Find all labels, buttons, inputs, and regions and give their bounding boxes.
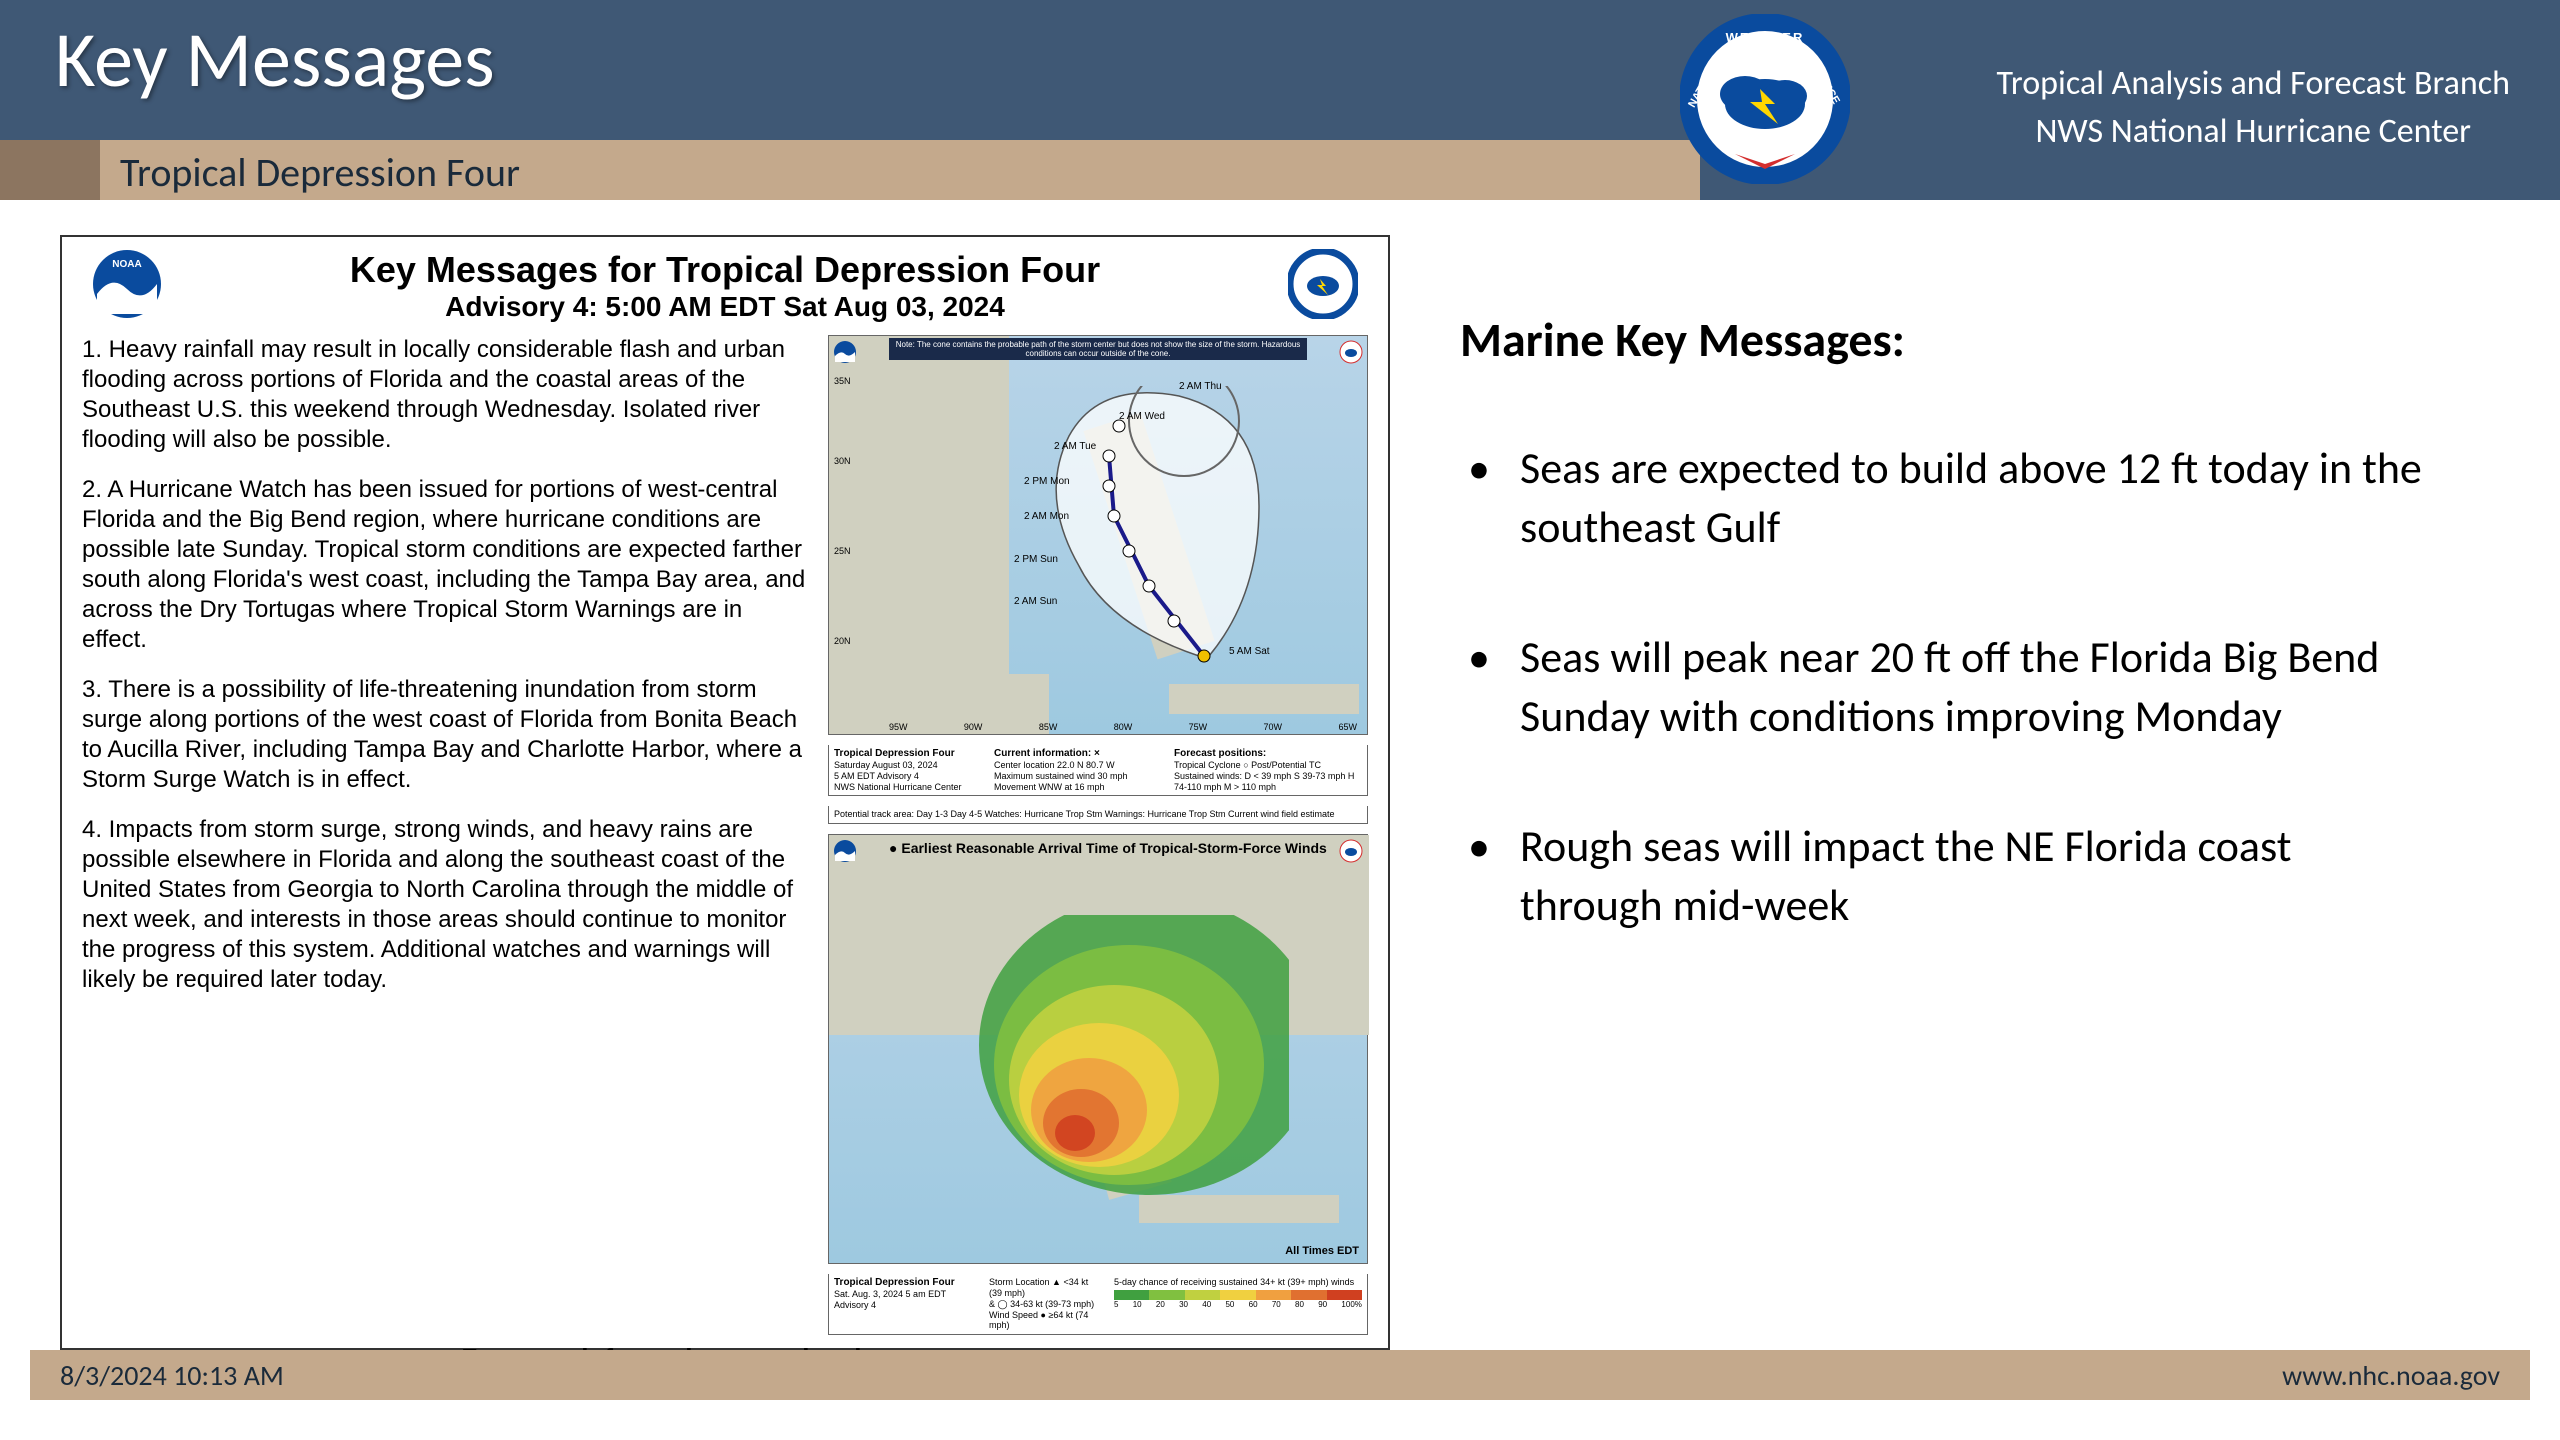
page-subtitle: Tropical Depression Four bbox=[120, 148, 520, 197]
cone-legend-bar: Potential track area: Day 1-3 Day 4-5 Wa… bbox=[828, 806, 1368, 824]
wind-map-title: ● Earliest Reasonable Arrival Time of Tr… bbox=[889, 840, 1327, 856]
wind-arrival-map: ● Earliest Reasonable Arrival Time of Tr… bbox=[828, 834, 1368, 1264]
track-time-1: 2 AM Sun bbox=[1014, 596, 1057, 607]
svg-text:NOAA: NOAA bbox=[112, 259, 141, 270]
footer-bar: 8/3/2024 10:13 AM www.nhc.noaa.gov bbox=[30, 1350, 2530, 1400]
map-land-cuba bbox=[1169, 684, 1359, 714]
left-panel: NOAA Key Messages for Tropical Depressio… bbox=[0, 220, 1400, 1350]
track-time-4: 2 PM Mon bbox=[1024, 476, 1070, 487]
advisory-text: 1. Heavy rainfall may result in locally … bbox=[82, 335, 808, 1335]
branch-text: Tropical Analysis and Forecast Branch NW… bbox=[1996, 60, 2510, 155]
wind-probability-icon bbox=[969, 915, 1289, 1215]
marine-heading: Marine Key Messages: bbox=[1460, 310, 2440, 369]
wind-times-note: All Times EDT bbox=[1285, 1245, 1359, 1257]
forecast-cone-icon bbox=[1009, 386, 1269, 666]
marine-item-1: Seas are expected to build above 12 ft t… bbox=[1460, 439, 2440, 558]
advisory-para-2: 2. A Hurricane Watch has been issued for… bbox=[82, 475, 808, 655]
cone-forecast-map: Note: The cone contains the probable pat… bbox=[828, 335, 1368, 735]
lat-30: 30N bbox=[834, 456, 851, 466]
noaa-tiny-icon-2 bbox=[833, 839, 857, 863]
track-time-5: 2 AM Tue bbox=[1054, 441, 1096, 452]
noaa-tiny-icon bbox=[833, 340, 857, 364]
lat-25: 25N bbox=[834, 546, 851, 556]
branch-line1: Tropical Analysis and Forecast Branch bbox=[1996, 60, 2510, 108]
right-panel: Marine Key Messages: Seas are expected t… bbox=[1400, 220, 2500, 1350]
cone-map-note: Note: The cone contains the probable pat… bbox=[889, 338, 1307, 360]
wind-info-bar: Tropical Depression Four Sat. Aug. 3, 20… bbox=[828, 1274, 1368, 1335]
advisory-para-3: 3. There is a possibility of life-threat… bbox=[82, 675, 808, 795]
track-time-3: 2 AM Mon bbox=[1024, 511, 1069, 522]
track-time-0: 5 AM Sat bbox=[1229, 646, 1270, 657]
footer-url: www.nhc.noaa.gov bbox=[2282, 1358, 2500, 1393]
noaa-logo-icon: NOAA bbox=[92, 249, 162, 319]
nws-logo-icon: WEATHER NATIONAL SERVICE bbox=[1680, 14, 1850, 184]
advisory-box: NOAA Key Messages for Tropical Depressio… bbox=[60, 235, 1390, 1350]
lon-labels: 95W90W85W80W75W70W65W bbox=[889, 722, 1357, 732]
header-bar: Key Messages Tropical Depression Four WE… bbox=[0, 0, 2560, 200]
map-land-usa bbox=[829, 336, 1009, 676]
cone-info-bar: Tropical Depression Four Saturday August… bbox=[828, 745, 1368, 796]
marine-item-2: Seas will peak near 20 ft off the Florid… bbox=[1460, 628, 2440, 747]
svg-text:WEATHER: WEATHER bbox=[1726, 30, 1805, 45]
track-time-2: 2 PM Sun bbox=[1014, 554, 1058, 565]
lat-20: 20N bbox=[834, 636, 851, 646]
track-time-6: 2 AM Wed bbox=[1119, 411, 1165, 422]
branch-line2: NWS National Hurricane Center bbox=[1996, 108, 2510, 156]
advisory-para-4: 4. Impacts from storm surge, strong wind… bbox=[82, 815, 808, 995]
nws-small-logo-icon bbox=[1288, 249, 1358, 319]
advisory-subtitle: Advisory 4: 5:00 AM EDT Sat Aug 03, 2024 bbox=[82, 291, 1368, 323]
nws-tiny-icon-2 bbox=[1339, 839, 1363, 863]
content-area: NOAA Key Messages for Tropical Depressio… bbox=[0, 220, 2560, 1350]
nws-tiny-icon bbox=[1339, 340, 1363, 364]
lat-35: 35N bbox=[834, 376, 851, 386]
footer-timestamp: 8/3/2024 10:13 AM bbox=[60, 1358, 284, 1393]
page-title: Key Messages bbox=[55, 12, 495, 107]
advisory-body: 1. Heavy rainfall may result in locally … bbox=[82, 335, 1368, 1335]
advisory-para-1: 1. Heavy rainfall may result in locally … bbox=[82, 335, 808, 455]
subtitle-bar-accent bbox=[0, 140, 100, 200]
marine-list: Seas are expected to build above 12 ft t… bbox=[1460, 439, 2440, 935]
advisory-title: Key Messages for Tropical Depression Fou… bbox=[82, 249, 1368, 291]
advisory-maps: Note: The cone contains the probable pat… bbox=[828, 335, 1368, 1335]
marine-item-3: Rough seas will impact the NE Florida co… bbox=[1460, 817, 2440, 936]
track-time-7: 2 AM Thu bbox=[1179, 381, 1222, 392]
advisory-header: NOAA Key Messages for Tropical Depressio… bbox=[82, 249, 1368, 323]
